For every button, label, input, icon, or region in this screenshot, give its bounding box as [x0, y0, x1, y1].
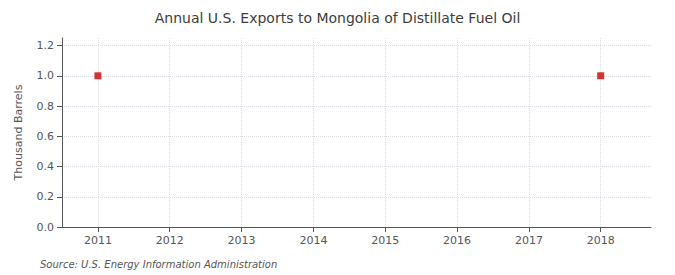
svg-text:2012: 2012	[156, 234, 184, 247]
svg-text:2013: 2013	[228, 234, 256, 247]
svg-text:0.8: 0.8	[37, 100, 55, 113]
svg-text:Thousand Barrels: Thousand Barrels	[12, 84, 25, 181]
svg-text:0.4: 0.4	[37, 160, 55, 173]
svg-text:Annual U.S. Exports to Mongoli: Annual U.S. Exports to Mongolia of Disti…	[155, 10, 521, 26]
svg-text:2015: 2015	[371, 234, 399, 247]
svg-text:1.0: 1.0	[37, 69, 55, 82]
svg-text:2011: 2011	[84, 234, 112, 247]
svg-text:0.2: 0.2	[37, 190, 55, 203]
svg-text:0.0: 0.0	[37, 221, 55, 234]
svg-text:2017: 2017	[515, 234, 543, 247]
svg-text:2016: 2016	[443, 234, 471, 247]
svg-text:1.2: 1.2	[37, 39, 55, 52]
svg-text:Source: U.S. Energy Informatio: Source: U.S. Energy Information Administ…	[40, 259, 277, 270]
svg-text:2018: 2018	[587, 234, 615, 247]
svg-text:0.6: 0.6	[37, 130, 55, 143]
svg-text:2014: 2014	[299, 234, 327, 247]
